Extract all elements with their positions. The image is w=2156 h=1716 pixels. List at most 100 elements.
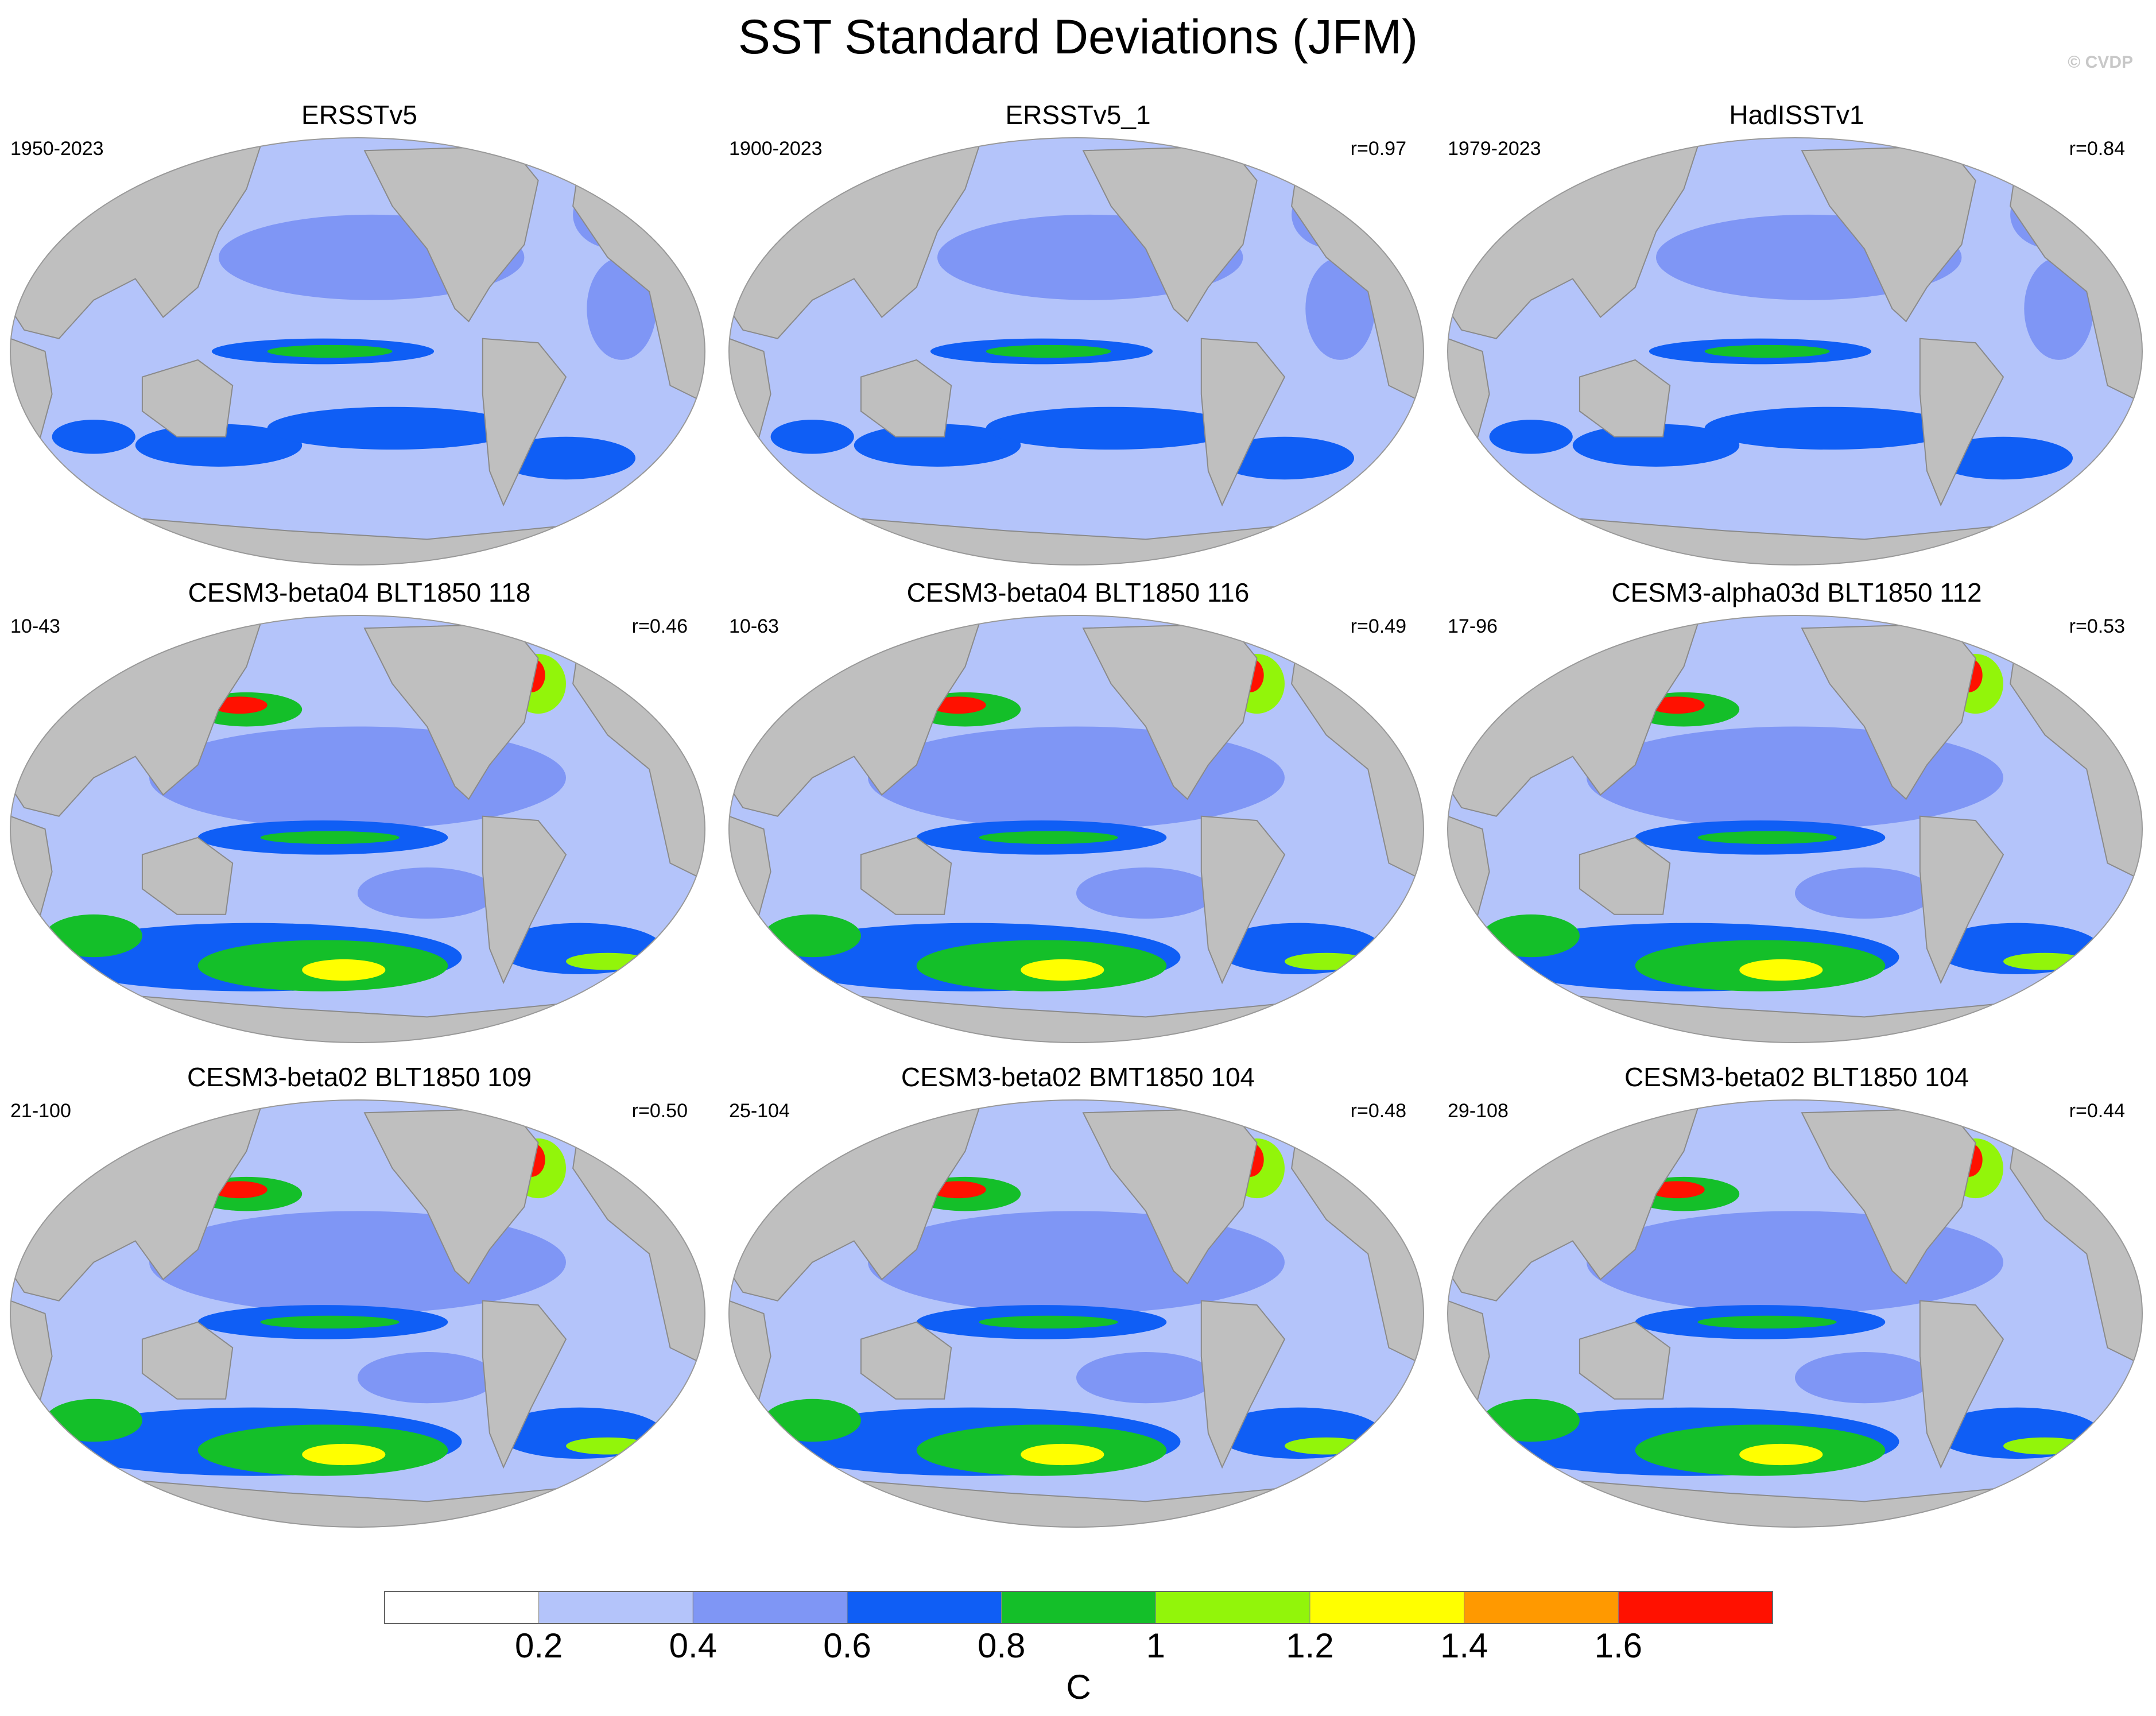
panel-years: 29-108 bbox=[1448, 1100, 1509, 1122]
panel-years: 10-43 bbox=[10, 615, 60, 637]
map-panel: ERSSTv5_1 1900-2023 r=0.97 bbox=[719, 99, 1437, 584]
colorbar-tick-label: 1.6 bbox=[1594, 1626, 1643, 1665]
sst-contour bbox=[1739, 1443, 1823, 1466]
land-mass bbox=[10, 338, 53, 472]
sst-contour bbox=[52, 420, 135, 454]
map-panel: ERSSTv5 1950-2023 bbox=[0, 99, 719, 584]
sst-contour bbox=[45, 914, 142, 958]
land-mass bbox=[1579, 1321, 1671, 1400]
panel-years: 1950-2023 bbox=[10, 138, 104, 160]
sst-contour bbox=[1482, 1399, 1580, 1442]
map-outline bbox=[1447, 137, 2143, 565]
sst-contour bbox=[1934, 436, 2073, 480]
map-panel: CESM3-beta02 BMT1850 104 25-104 r=0.48 bbox=[719, 1061, 1437, 1546]
world-map bbox=[1447, 1099, 2143, 1528]
map-outline bbox=[10, 1099, 705, 1528]
sst-contour bbox=[1649, 696, 1705, 714]
sst-contour bbox=[1552, 483, 1899, 518]
panel-years: 1900-2023 bbox=[729, 138, 823, 160]
land-mass bbox=[860, 1321, 952, 1400]
figure-title: SST Standard Deviations (JFM) bbox=[738, 10, 1418, 64]
map-outline bbox=[728, 615, 1424, 1043]
land-mass bbox=[10, 815, 53, 950]
sst-contour bbox=[1489, 420, 1573, 454]
sst-contour bbox=[930, 696, 986, 714]
sst-contour bbox=[1021, 1443, 1104, 1466]
land-mass bbox=[1919, 1300, 2004, 1469]
map-panel: CESM3-alpha03d BLT1850 112 17-96 r=0.53 bbox=[1437, 576, 2156, 1062]
land-mass bbox=[729, 815, 771, 950]
land-mass bbox=[141, 359, 234, 437]
sst-contour bbox=[114, 483, 462, 518]
sst-contour bbox=[45, 1399, 142, 1442]
sst-contour bbox=[302, 1443, 386, 1466]
world-map bbox=[1447, 137, 2143, 565]
land-mass bbox=[1448, 815, 1490, 950]
colorbar-tick-label: 1.4 bbox=[1440, 1626, 1488, 1665]
map-panel: CESM3-beta02 BLT1850 104 29-108 r=0.44 bbox=[1437, 1061, 2156, 1546]
sst-contour bbox=[1215, 436, 1354, 480]
land-mass bbox=[729, 338, 771, 472]
panel-title: CESM3-beta04 BLT1850 118 bbox=[188, 578, 531, 607]
sst-contour bbox=[267, 344, 393, 358]
cvdp-watermark: © CVDP bbox=[2068, 53, 2133, 72]
colorbar-tick-label: 0.2 bbox=[514, 1626, 563, 1665]
sst-contour bbox=[763, 1399, 861, 1442]
colorbar-segment bbox=[692, 1591, 848, 1624]
panel-correlation: r=0.48 bbox=[1350, 1100, 1406, 1122]
map-panel: CESM3-beta02 BLT1850 109 21-100 r=0.50 bbox=[0, 1061, 719, 1546]
sst-contour bbox=[267, 406, 518, 450]
land-mass bbox=[1200, 815, 1286, 985]
sst-contour bbox=[1704, 406, 1955, 450]
map-panel: HadISSTv1 1979-2023 r=0.84 bbox=[1437, 99, 2156, 584]
panel-years: 1979-2023 bbox=[1448, 138, 1541, 160]
colorbar-segment bbox=[384, 1591, 540, 1624]
sst-contour bbox=[986, 344, 1111, 358]
sst-contour bbox=[1795, 867, 1934, 919]
map-outline bbox=[728, 1099, 1424, 1528]
sst-contour bbox=[1697, 831, 1837, 845]
sst-contour bbox=[260, 1315, 400, 1329]
sst-contour bbox=[763, 914, 861, 958]
land-mass bbox=[141, 1321, 234, 1400]
map-outline bbox=[1447, 1099, 2143, 1528]
map-panel: CESM3-beta04 BLT1850 118 10-43 r=0.46 bbox=[0, 576, 719, 1062]
panel-title: ERSSTv5_1 bbox=[1005, 100, 1151, 130]
sst-contour bbox=[302, 959, 386, 981]
world-map bbox=[10, 615, 705, 1043]
sst-contour bbox=[260, 831, 400, 845]
panel-correlation: r=0.46 bbox=[631, 615, 688, 637]
land-mass bbox=[1919, 815, 2004, 985]
world-map bbox=[728, 1099, 1424, 1528]
colorbar-segment bbox=[1001, 1591, 1156, 1624]
sst-contour bbox=[1076, 1351, 1215, 1404]
land-mass bbox=[10, 1300, 53, 1435]
world-map bbox=[728, 137, 1424, 565]
panel-correlation: r=0.44 bbox=[2069, 1100, 2125, 1122]
sst-contour bbox=[211, 696, 267, 714]
world-map bbox=[728, 615, 1424, 1043]
land-mass bbox=[1579, 359, 1671, 437]
sst-contour bbox=[979, 1315, 1118, 1329]
sst-contour bbox=[358, 867, 497, 919]
map-outline bbox=[728, 137, 1424, 565]
panel-years: 10-63 bbox=[729, 615, 779, 637]
land-mass bbox=[1579, 836, 1671, 915]
colorbar-segment bbox=[1155, 1591, 1310, 1624]
map-outline bbox=[10, 137, 705, 565]
sst-contour bbox=[1697, 1315, 1837, 1329]
sst-contour bbox=[211, 1181, 267, 1199]
map-outline bbox=[1447, 615, 2143, 1043]
panel-correlation: r=0.84 bbox=[2069, 138, 2125, 160]
sst-contour bbox=[1795, 1351, 1934, 1404]
land-mass bbox=[860, 836, 952, 915]
sst-contour bbox=[979, 831, 1118, 845]
colorbar-tick-label: 1.2 bbox=[1286, 1626, 1334, 1665]
colorbar-tick-label: 1 bbox=[1146, 1626, 1166, 1665]
sst-contour bbox=[1076, 867, 1215, 919]
panel-title: ERSSTv5 bbox=[301, 100, 417, 130]
land-mass bbox=[860, 359, 952, 437]
panel-title: CESM3-beta02 BLT1850 104 bbox=[1624, 1062, 1969, 1092]
land-mass bbox=[1200, 1300, 1286, 1469]
panel-correlation: r=0.50 bbox=[631, 1100, 688, 1122]
